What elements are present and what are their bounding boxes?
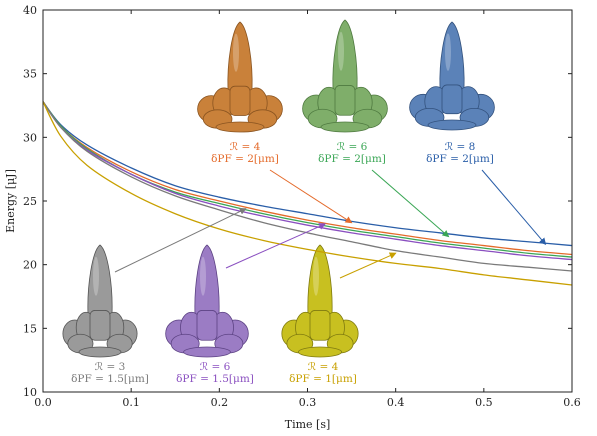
x-tick-label: 0.0 [34,396,52,409]
y-tick-label: 20 [23,259,37,272]
thumb-highlight [445,33,451,71]
annotation-delta-label-1: δPF = 2[μm] [318,153,386,165]
annotation-r-label-4: ℛ = 6 [200,361,231,373]
thumb-base [78,346,122,358]
thumb-core [89,310,111,341]
annotation-r-label-2: ℛ = 8 [445,141,476,153]
thumb-core [229,85,251,116]
thumb-highlight [200,256,206,296]
annotation-r-label-3: ℛ = 3 [95,361,126,373]
annotation-r-label-5: ℛ = 4 [308,361,339,373]
thumb-base [427,119,477,131]
series-lines [42,101,573,286]
thumb-highlight [93,256,99,296]
series-line-1 [42,101,573,256]
thumb-spire [87,244,113,315]
series-line-2 [42,101,573,258]
thumb-highlight [338,31,344,71]
thumb-base [320,121,370,133]
thumb-base [297,346,342,358]
thumb-spire [439,21,465,90]
shape-thumbnails [62,19,495,358]
y-tick-label: 40 [23,4,37,17]
y-tick-label: 35 [23,68,37,81]
thumb-base [183,346,231,358]
x-tick-label: 0.4 [387,396,405,409]
shape-thumbnail-2 [409,21,495,131]
annotation-arrow-4 [225,223,327,269]
axis-ticks: 0.0 0.1 0.2 0.3 0.4 0.5 0.6 10 15 20 25 30 35 40 [23,4,581,409]
shape-thumbnail-4 [165,244,249,358]
annotation-delta-label-3: δPF = 1.5[μm] [71,373,149,385]
annotation-arrow-1 [371,169,450,238]
annotation-delta-label-2: δPF = 2[μm] [426,153,494,165]
thumb-core [334,85,356,116]
annotation-arrows [114,169,547,279]
y-tick-label: 30 [23,131,37,144]
annotation-arrow-2 [481,169,547,246]
thumb-core [196,310,218,341]
y-tick-label: 25 [23,195,37,208]
thumb-highlight [233,33,239,72]
y-axis-label: Energy [μJ] [4,169,17,233]
thumb-core [441,84,463,115]
annotation-delta-label-0: δPF = 2[μm] [211,153,279,165]
shape-thumbnail-1 [302,19,388,133]
y-tick-label: 10 [23,386,37,399]
y-tick-label: 15 [23,322,37,335]
thumb-highlight [313,256,319,296]
shape-thumbnail-3 [62,244,138,358]
thumb-spire [227,21,253,91]
x-tick-label: 0.6 [563,396,581,409]
thumb-spire [194,244,220,315]
series-line-3 [42,101,573,261]
thumb-spire [332,19,358,90]
x-axis-label: Time [s] [285,418,331,431]
thumb-spire [307,244,333,315]
shape-thumbnail-5 [281,244,359,358]
thumb-core [309,310,331,341]
annotation-delta-label-5: δPF = 1[μm] [289,373,357,385]
thumb-base [215,121,265,133]
x-tick-label: 0.1 [122,396,140,409]
series-line-4 [42,101,573,272]
annotation-arrow-5 [339,252,397,279]
x-tick-label: 0.5 [475,396,493,409]
annotation-r-label-1: ℛ = 6 [337,141,368,153]
series-line-0 [42,101,573,247]
series-line-5 [42,101,573,286]
shape-thumbnail-0 [197,21,283,133]
annotation-arrow-0 [269,169,353,224]
x-tick-label: 0.2 [211,396,229,409]
annotation-r-label-0: ℛ = 4 [230,141,261,153]
annotation-delta-label-4: δPF = 1.5[μm] [176,373,254,385]
x-tick-label: 0.3 [299,396,317,409]
annotation-arrow-3 [114,208,247,273]
